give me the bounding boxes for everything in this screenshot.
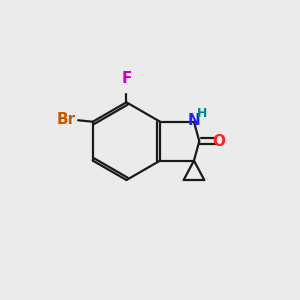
Text: O: O — [212, 134, 225, 149]
Text: H: H — [197, 107, 207, 120]
Text: F: F — [121, 71, 132, 86]
Text: Br: Br — [56, 112, 75, 127]
Text: N: N — [188, 113, 200, 128]
